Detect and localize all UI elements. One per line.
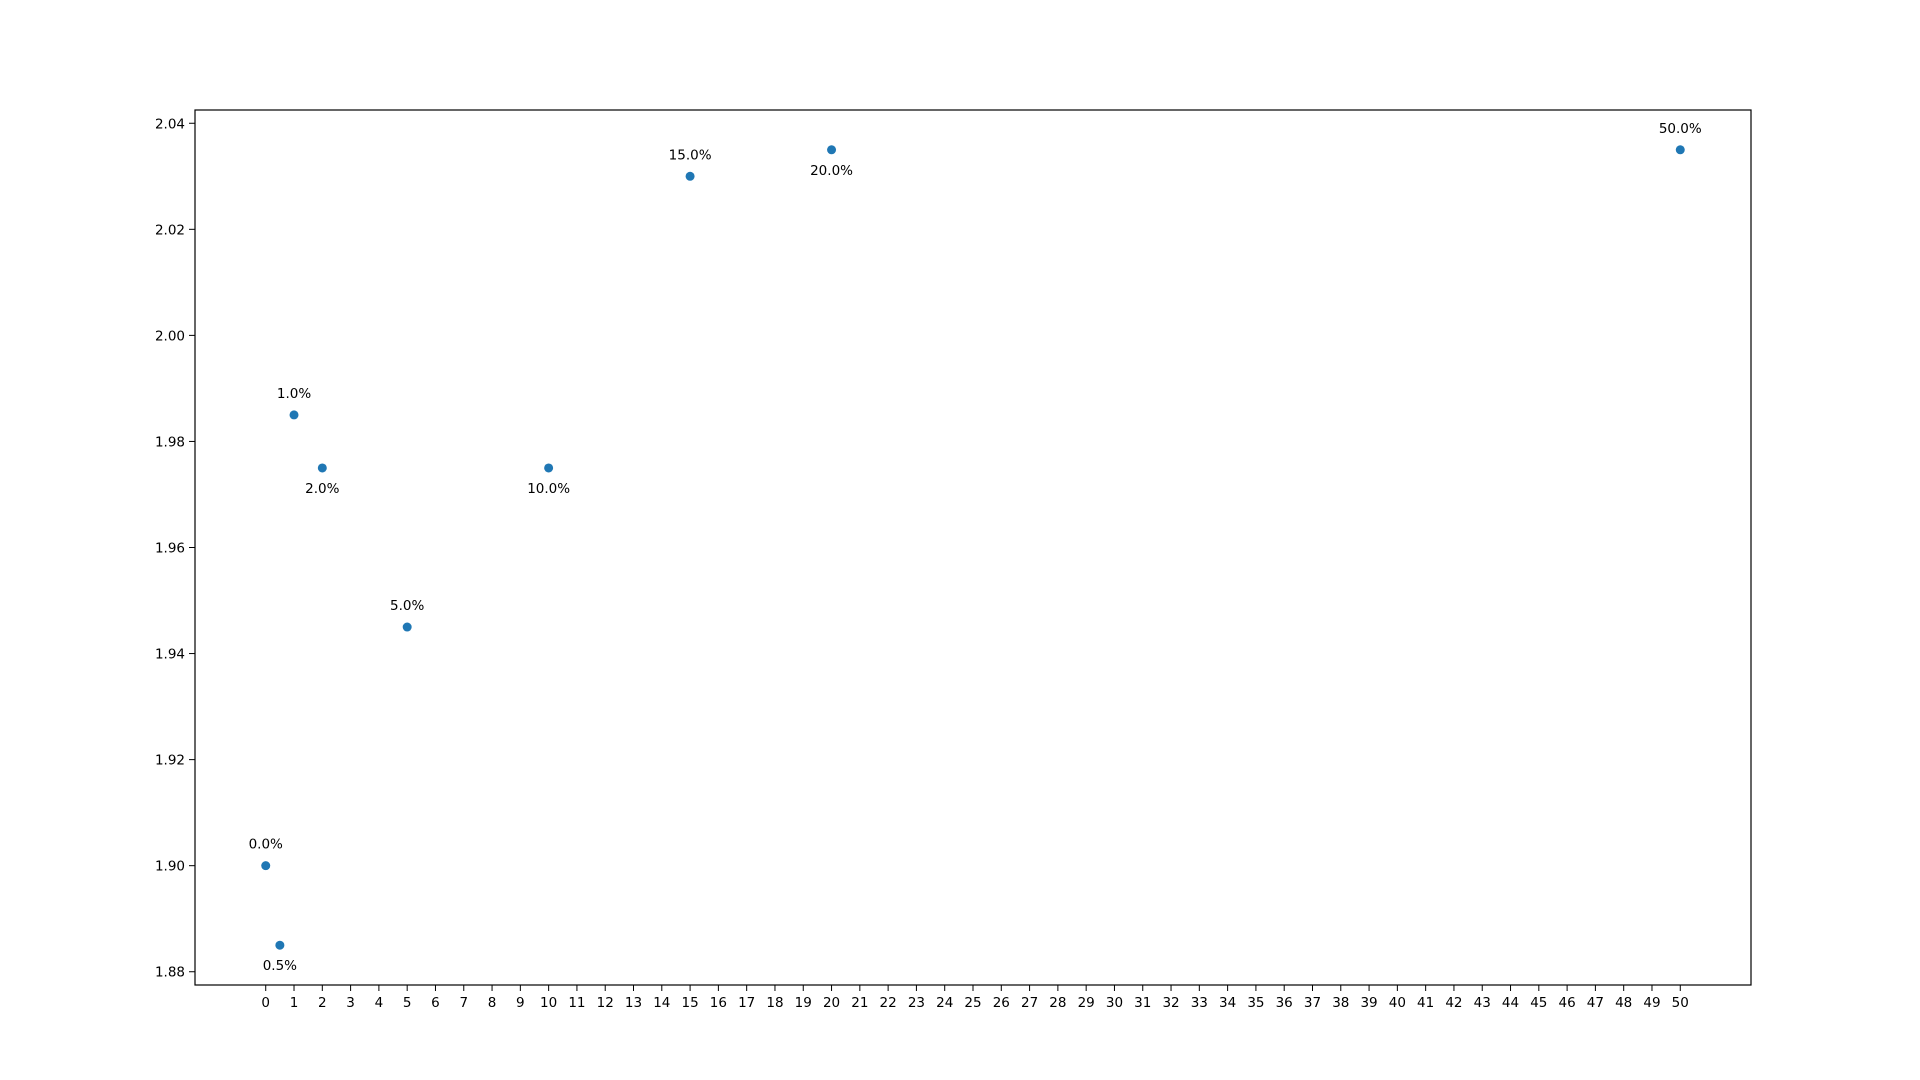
x-tick-label: 5 xyxy=(403,995,412,1011)
y-tick-label: 1.90 xyxy=(155,859,185,875)
data-point xyxy=(261,861,271,871)
y-tick-label: 2.04 xyxy=(155,116,185,132)
data-label: 0.0% xyxy=(249,837,283,853)
data-label: 5.0% xyxy=(390,598,424,614)
x-tick-label: 30 xyxy=(1106,995,1123,1011)
x-tick-label: 23 xyxy=(908,995,925,1011)
x-tick-label: 9 xyxy=(516,995,525,1011)
x-tick-label: 22 xyxy=(880,995,897,1011)
y-tick-label: 1.96 xyxy=(155,541,185,557)
y-tick-label: 1.94 xyxy=(155,647,185,663)
data-point xyxy=(289,410,299,420)
x-tick-label: 11 xyxy=(568,995,585,1011)
x-tick-label: 45 xyxy=(1530,995,1547,1011)
x-tick-label: 10 xyxy=(540,995,557,1011)
x-tick-label: 35 xyxy=(1247,995,1264,1011)
x-tick-label: 39 xyxy=(1360,995,1377,1011)
data-points xyxy=(261,145,1685,950)
x-tick-label: 44 xyxy=(1502,995,1519,1011)
data-point xyxy=(685,171,695,181)
x-tick-label: 25 xyxy=(964,995,981,1011)
x-tick-label: 37 xyxy=(1304,995,1321,1011)
x-tick-label: 42 xyxy=(1445,995,1462,1011)
x-tick-label: 0 xyxy=(261,995,270,1011)
x-tick-label: 13 xyxy=(625,995,642,1011)
y-tick-label: 1.92 xyxy=(155,753,185,769)
x-tick-label: 4 xyxy=(375,995,384,1011)
data-label: 10.0% xyxy=(527,481,570,497)
data-point xyxy=(275,940,285,950)
x-tick-label: 36 xyxy=(1276,995,1293,1011)
x-axis: 0 1 2 3 4 5 6 7 8 9 10 11 12 13 14 15 16 17 18 19 20 21 22 23 24… xyxy=(261,985,1689,1011)
y-axis: 1.88 1.90 1.92 1.94 1.96 1.98 2.00 2.02 2.04 xyxy=(155,116,195,981)
x-tick-label: 21 xyxy=(851,995,868,1011)
x-tick-label: 29 xyxy=(1078,995,1095,1011)
x-tick-label: 15 xyxy=(681,995,698,1011)
data-label: 2.0% xyxy=(305,481,339,497)
x-tick-label: 20 xyxy=(823,995,840,1011)
x-tick-label: 16 xyxy=(710,995,727,1011)
data-label: 1.0% xyxy=(277,386,311,402)
x-tick-label: 2 xyxy=(318,995,327,1011)
x-tick-label: 49 xyxy=(1643,995,1660,1011)
y-tick-label: 1.98 xyxy=(155,434,185,450)
x-tick-label: 46 xyxy=(1559,995,1576,1011)
x-tick-label: 31 xyxy=(1134,995,1151,1011)
y-tick-label: 1.88 xyxy=(155,965,185,981)
x-tick-label: 50 xyxy=(1672,995,1689,1011)
data-point xyxy=(317,463,327,473)
x-tick-label: 32 xyxy=(1162,995,1179,1011)
x-tick-label: 38 xyxy=(1332,995,1349,1011)
x-tick-label: 18 xyxy=(766,995,783,1011)
data-label: 50.0% xyxy=(1659,121,1702,137)
y-tick-label: 2.02 xyxy=(155,222,185,238)
x-tick-label: 48 xyxy=(1615,995,1632,1011)
data-label: 15.0% xyxy=(669,147,712,163)
x-tick-label: 7 xyxy=(459,995,468,1011)
x-tick-label: 41 xyxy=(1417,995,1434,1011)
data-labels: 0.0% 0.5% 1.0% 2.0% 5.0% 10.0% 15.0% 20.0% 50.0% xyxy=(249,121,1702,974)
x-tick-label: 26 xyxy=(993,995,1010,1011)
data-label: 20.0% xyxy=(810,163,853,179)
x-tick-label: 6 xyxy=(431,995,440,1011)
x-tick-label: 43 xyxy=(1474,995,1491,1011)
data-point xyxy=(1675,145,1685,155)
x-tick-label: 1 xyxy=(290,995,299,1011)
plot-area-frame xyxy=(194,109,1752,986)
x-tick-label: 33 xyxy=(1191,995,1208,1011)
x-tick-label: 27 xyxy=(1021,995,1038,1011)
x-tick-label: 17 xyxy=(738,995,755,1011)
x-tick-label: 3 xyxy=(346,995,355,1011)
x-tick-label: 12 xyxy=(597,995,614,1011)
data-point xyxy=(544,463,554,473)
x-tick-label: 28 xyxy=(1049,995,1066,1011)
x-tick-label: 40 xyxy=(1389,995,1406,1011)
data-point xyxy=(827,145,837,155)
data-point xyxy=(402,622,412,632)
x-tick-label: 34 xyxy=(1219,995,1236,1011)
y-tick-label: 2.00 xyxy=(155,328,185,344)
data-label: 0.5% xyxy=(263,958,297,974)
x-tick-label: 8 xyxy=(488,995,497,1011)
x-tick-label: 24 xyxy=(936,995,953,1011)
x-tick-label: 14 xyxy=(653,995,670,1011)
x-tick-label: 19 xyxy=(795,995,812,1011)
x-tick-label: 47 xyxy=(1587,995,1604,1011)
